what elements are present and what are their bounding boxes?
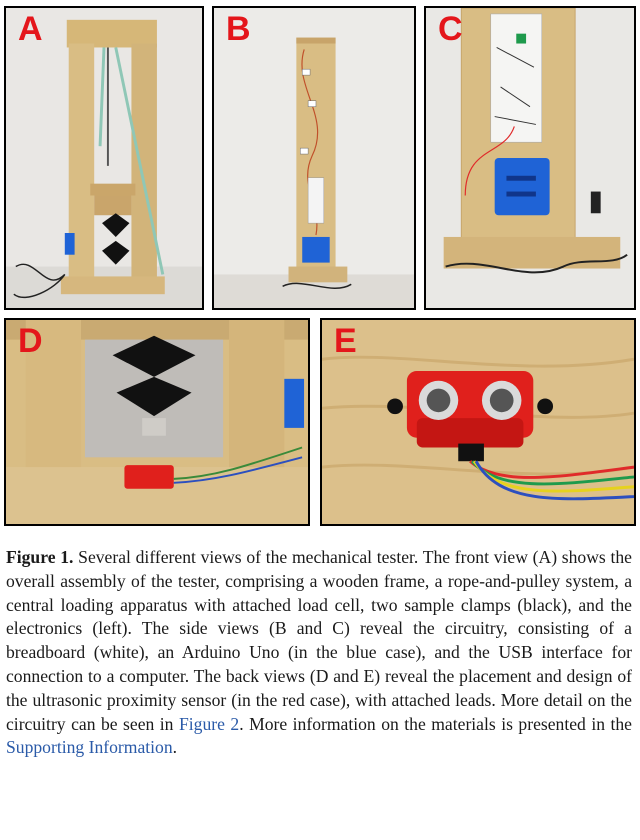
photo-panel-d: D [4, 318, 310, 526]
back-view-photo [6, 320, 308, 524]
circuitry-closeup-photo [426, 8, 634, 308]
figure-2-link[interactable]: Figure 2 [178, 713, 240, 734]
panel-letter-b: B [226, 10, 251, 48]
caption-text-2: . More information on the materials is p… [239, 713, 632, 734]
caption-text-1: Several different views of the mechanica… [6, 547, 632, 734]
photo-panel-b: B [212, 6, 416, 310]
figure-caption: Figure 1. Several different views of the… [6, 546, 632, 760]
figure-label: Figure 1. [6, 547, 74, 567]
panel-letter-e: E [334, 322, 357, 360]
front-view-photo [6, 8, 202, 308]
ultrasonic-sensor-photo [322, 320, 634, 524]
photo-panel-c: C [424, 6, 636, 310]
photo-panel-e: E [320, 318, 636, 526]
caption-text-3: . [172, 737, 178, 758]
panel-letter-d: D [18, 322, 43, 360]
supporting-information-link[interactable]: Supporting Information [6, 737, 173, 758]
panel-letter-c: C [438, 10, 463, 48]
panel-letter-a: A [18, 10, 43, 48]
side-view-photo [214, 8, 414, 308]
photo-panel-a: A [4, 6, 204, 310]
